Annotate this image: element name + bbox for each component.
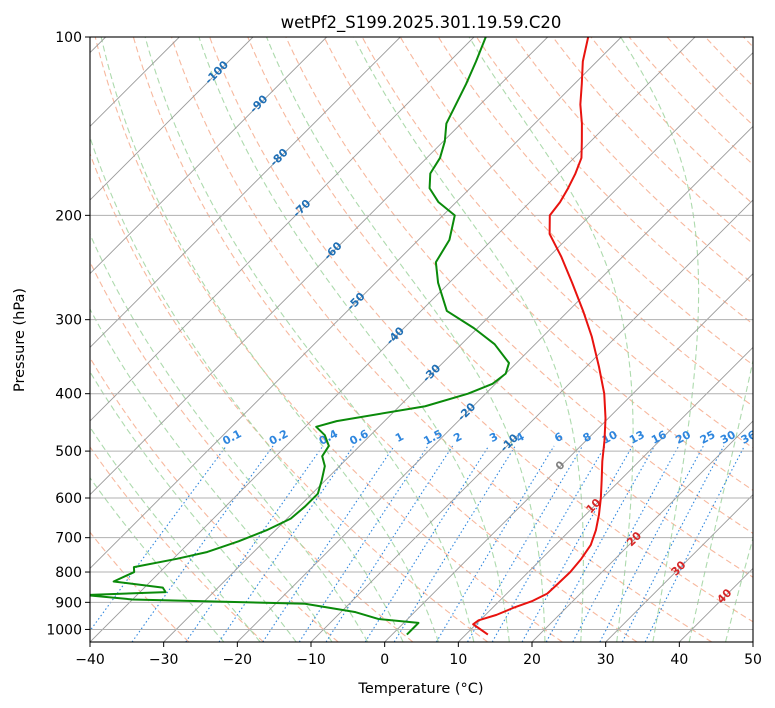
x-tick-label: −10 xyxy=(296,652,326,668)
mixing-ratio-label: 25 xyxy=(698,428,718,447)
temperature-line xyxy=(472,37,607,636)
dry-adiabat xyxy=(90,152,488,642)
mixing-ratio-line xyxy=(298,445,429,642)
mixing-ratio-line xyxy=(131,445,274,642)
mixing-ratio-label: 20 xyxy=(673,428,693,447)
moist-adiabat xyxy=(725,536,753,642)
y-tick-label: 700 xyxy=(55,531,82,547)
x-tick-label: 20 xyxy=(523,652,541,668)
dry-adiabat xyxy=(90,531,190,642)
mixing-ratio-label: 16 xyxy=(649,428,669,447)
isotherm-line xyxy=(237,125,753,642)
dry-adiabat xyxy=(514,37,753,285)
y-tick-label: 300 xyxy=(55,313,82,329)
mixing-ratio-line xyxy=(621,445,725,642)
plot-frame xyxy=(89,36,754,643)
isotherm-line xyxy=(531,420,753,642)
x-tick-label: 40 xyxy=(670,652,688,668)
chart-title: wetPf2_S199.2025.301.19.59.C20 xyxy=(281,13,562,33)
dry-adiabat xyxy=(94,37,563,642)
mixing-ratio-line xyxy=(325,445,454,642)
dry-adiabat xyxy=(552,37,753,245)
mixing-ratio-label: 30 xyxy=(718,428,738,447)
dry-adiabat xyxy=(170,37,713,642)
dry-adiabat xyxy=(285,37,753,535)
y-tick-label: 500 xyxy=(55,444,82,460)
mixing-ratio-line xyxy=(521,445,633,642)
x-tick-label: 0 xyxy=(380,652,389,668)
mixing-ratio-label: 13 xyxy=(627,428,647,447)
y-tick-label: 100 xyxy=(55,30,82,46)
mixing-ratio-line xyxy=(262,445,395,642)
y-axis-title: Pressure (hPa) xyxy=(12,288,28,392)
mixing-ratio-line xyxy=(218,445,355,642)
isotherm-line xyxy=(90,37,696,642)
isotherm-line xyxy=(90,37,622,569)
moist-adiabat xyxy=(90,426,261,642)
x-axis-title: Temperature (°C) xyxy=(357,681,483,697)
mixing-ratio-line xyxy=(364,445,490,642)
x-tick-label: 50 xyxy=(744,652,762,668)
mixing-ratio-line xyxy=(435,445,555,642)
dry-adiabat xyxy=(132,37,638,642)
y-tick-label: 400 xyxy=(55,387,82,403)
isotherm-line xyxy=(384,273,753,642)
dewpoint-line xyxy=(90,37,510,636)
dry-adiabat xyxy=(90,260,414,642)
mixing-ratio-label: 36 xyxy=(739,428,759,447)
mixing-ratio-line xyxy=(545,445,656,642)
mixing-ratio-line xyxy=(644,445,746,642)
x-tick-label: −30 xyxy=(149,652,179,668)
dry-adiabat xyxy=(476,37,753,325)
x-tick-label: −20 xyxy=(223,652,253,668)
y-tick-label: 800 xyxy=(55,565,82,581)
isotherm-line xyxy=(90,37,475,422)
y-tick-label: 1000 xyxy=(46,622,82,638)
isotherm-line xyxy=(310,199,753,642)
x-tick-label: 30 xyxy=(597,652,615,668)
isotherm-line xyxy=(90,37,327,275)
mixing-ratio-line xyxy=(185,445,324,642)
moist-adiabat xyxy=(90,476,225,642)
y-tick-label: 600 xyxy=(55,491,82,507)
isotherm-line xyxy=(90,37,401,348)
isotherm-line xyxy=(163,52,753,642)
x-tick-label: 10 xyxy=(449,652,467,668)
dry-adiabat xyxy=(209,37,753,623)
isotherm-line xyxy=(458,346,753,642)
mixing-ratio-line xyxy=(467,445,584,642)
x-tick-label: −40 xyxy=(75,652,105,668)
mixing-ratio-line xyxy=(393,445,516,642)
isotherm-line xyxy=(90,37,254,201)
dry-adiabat xyxy=(399,37,753,407)
axes: −40 −30 −20 −10 0 10 20 30 40 50 1000 900 800 700 600 5… xyxy=(46,30,762,668)
y-tick-label: 900 xyxy=(55,595,82,611)
dry-adiabat xyxy=(323,37,753,492)
profile-series xyxy=(90,37,607,636)
dry-adiabat xyxy=(437,37,753,366)
y-tick-label: 200 xyxy=(55,208,82,224)
dry-adiabat xyxy=(90,356,339,642)
isotherm-line xyxy=(605,494,753,642)
isotherm-line xyxy=(90,37,548,496)
dry-adiabat xyxy=(247,37,753,578)
